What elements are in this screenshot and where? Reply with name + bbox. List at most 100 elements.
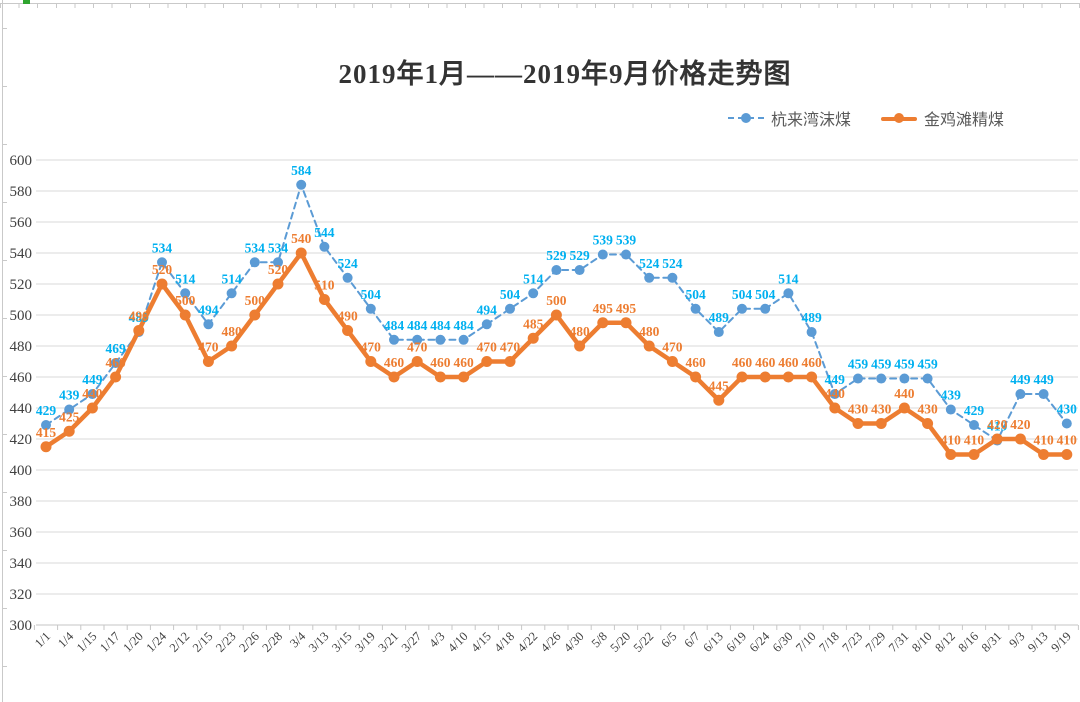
data-label-1: 480 xyxy=(639,324,660,339)
x-axis-category-label: 2/15 xyxy=(190,629,216,655)
x-axis-category-label: 1/17 xyxy=(97,629,123,655)
y-axis-tick-label: 480 xyxy=(10,339,33,355)
data-label-0: 534 xyxy=(245,240,266,255)
x-axis-category-label: 3/15 xyxy=(329,629,355,655)
data-label-1: 420 xyxy=(1010,417,1031,432)
data-label-1: 520 xyxy=(268,262,289,277)
data-label-0: 494 xyxy=(477,302,498,317)
data-point-marker-1 xyxy=(110,371,122,383)
worksheet-selection-mark xyxy=(23,0,30,4)
data-label-0: 494 xyxy=(198,302,219,317)
y-axis-tick-label: 460 xyxy=(10,370,33,386)
data-label-1: 460 xyxy=(778,355,799,370)
data-point-marker-0 xyxy=(41,420,51,431)
x-axis-category-label: 7/23 xyxy=(839,629,865,655)
data-point-marker-1 xyxy=(597,317,609,329)
data-point-marker-0 xyxy=(574,265,585,276)
data-point-marker-0 xyxy=(528,288,539,299)
x-axis-category-label: 6/30 xyxy=(770,629,796,655)
data-label-0: 449 xyxy=(82,372,103,387)
data-label-0: 524 xyxy=(639,256,660,271)
x-axis-category-label: 6/13 xyxy=(700,629,726,655)
data-label-1: 460 xyxy=(801,355,822,370)
worksheet-top-tickmarks xyxy=(0,4,1080,8)
data-point-marker-0 xyxy=(273,257,283,268)
chart-title: 2019年1月——2019年9月价格走势图 xyxy=(338,59,792,89)
legend-item-jinjitan[interactable]: 金鸡滩精煤 xyxy=(881,106,1004,130)
data-point-marker-0 xyxy=(1061,418,1072,429)
data-label-0: 489 xyxy=(709,310,730,325)
y-axis-tick-label: 540 xyxy=(10,246,33,262)
data-point-marker-1 xyxy=(1014,433,1026,445)
data-label-1: 470 xyxy=(198,340,219,355)
data-point-marker-1 xyxy=(991,433,1003,445)
data-label-0: 489 xyxy=(801,310,822,325)
legend-item-hanglaiwan[interactable]: 杭来湾沫煤 xyxy=(728,106,851,130)
x-axis-category-label: 9/3 xyxy=(1006,629,1027,650)
y-axis-tick-label: 600 xyxy=(10,153,33,169)
data-point-marker-1 xyxy=(574,340,586,352)
data-label-1: 460 xyxy=(453,355,474,370)
data-label-1: 500 xyxy=(245,293,266,308)
data-label-1: 470 xyxy=(477,340,498,355)
y-axis-tick-label: 360 xyxy=(10,525,33,541)
data-point-marker-0 xyxy=(319,241,330,252)
data-point-marker-1 xyxy=(295,247,307,259)
data-point-marker-1 xyxy=(643,340,655,352)
y-axis-tick-label: 340 xyxy=(10,556,33,572)
data-label-0: 484 xyxy=(453,318,474,333)
data-point-marker-1 xyxy=(922,418,934,429)
data-point-marker-0 xyxy=(64,404,75,415)
data-point-marker-0 xyxy=(249,257,260,268)
data-point-marker-0 xyxy=(203,319,214,330)
data-point-marker-1 xyxy=(365,356,377,367)
data-label-1: 495 xyxy=(616,301,637,316)
data-label-0: 504 xyxy=(685,287,706,302)
data-point-marker-0 xyxy=(458,334,469,345)
data-point-marker-1 xyxy=(620,317,632,329)
worksheet-top-border xyxy=(0,3,1080,4)
data-point-marker-1 xyxy=(202,356,214,367)
data-point-marker-1 xyxy=(898,402,910,414)
x-axis-category-label: 2/23 xyxy=(213,629,239,655)
data-label-0: 504 xyxy=(361,287,382,302)
x-axis-category-label: 8/10 xyxy=(909,629,935,655)
data-label-0: 449 xyxy=(1010,372,1031,387)
data-point-marker-0 xyxy=(945,404,956,415)
data-label-0: 430 xyxy=(1057,402,1078,417)
data-label-0: 529 xyxy=(546,248,567,263)
x-axis-category-label: 3/4 xyxy=(287,629,309,651)
x-axis-category-label: 8/31 xyxy=(979,629,1005,655)
data-point-marker-1 xyxy=(249,309,261,321)
data-label-1: 440 xyxy=(825,386,846,401)
data-point-marker-1 xyxy=(782,371,794,383)
x-axis-category-label: 1/15 xyxy=(74,629,100,655)
x-axis-category-label: 3/27 xyxy=(399,629,425,655)
data-label-1: 480 xyxy=(221,324,242,339)
data-point-marker-1 xyxy=(759,371,771,383)
data-point-marker-0 xyxy=(1015,389,1026,400)
data-label-1: 410 xyxy=(964,433,985,448)
data-point-marker-0 xyxy=(157,257,167,268)
data-point-marker-0 xyxy=(667,272,678,283)
x-axis-category-label: 1/20 xyxy=(120,629,146,655)
data-point-marker-0 xyxy=(713,327,724,338)
x-axis-category-label: 6/24 xyxy=(747,629,773,655)
y-axis-tick-label: 440 xyxy=(10,401,33,417)
data-point-marker-1 xyxy=(527,332,539,344)
data-label-0: 514 xyxy=(523,271,544,286)
data-label-0: 459 xyxy=(894,357,915,372)
data-label-1: 430 xyxy=(848,402,869,417)
data-point-marker-1 xyxy=(133,325,145,336)
data-label-0: 544 xyxy=(314,225,335,240)
x-axis-category-label: 5/20 xyxy=(607,629,633,655)
data-label-1: 460 xyxy=(430,355,451,370)
data-point-marker-1 xyxy=(968,449,980,460)
x-axis-category-label: 3/21 xyxy=(375,629,401,655)
data-point-marker-0 xyxy=(110,358,121,369)
data-label-1: 520 xyxy=(152,262,173,277)
data-label-1: 485 xyxy=(523,316,544,331)
y-axis-tick-label: 320 xyxy=(10,587,33,603)
data-point-marker-0 xyxy=(644,272,655,283)
